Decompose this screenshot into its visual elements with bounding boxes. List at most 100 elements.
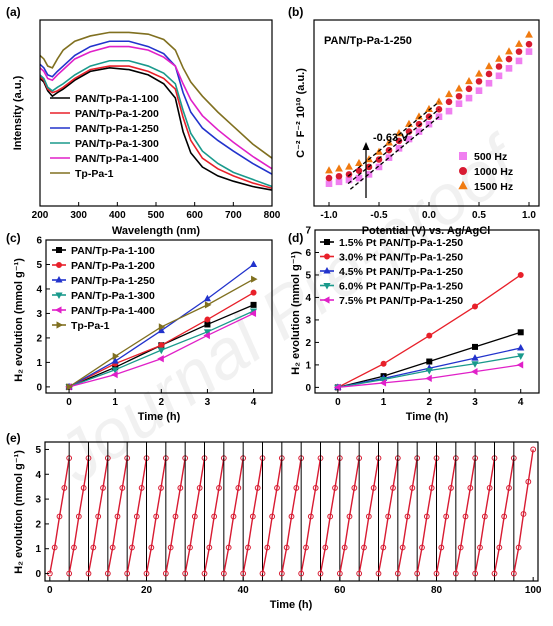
panel-b-ticks: -1.0 -0.5 0.0 0.5 1.0	[320, 202, 536, 221]
panel-e-cycle-line	[474, 458, 496, 574]
panel-e-cycle-line	[319, 458, 341, 574]
panel-d-ytick-label: 2	[305, 338, 311, 349]
panel-e-xtick-label: 40	[238, 585, 250, 596]
panel-b-axes	[313, 19, 540, 207]
panel-c: (c) 0 1 2 3 4 0 1 2 3 4 5 6 Time (h) H₂ evolution (…	[6, 231, 273, 423]
panel-b-fit-line	[347, 101, 440, 177]
panel-e-point	[520, 511, 527, 517]
panel-b-ylabel: C⁻² F⁻² 10¹⁰ (a.u.)	[295, 68, 307, 158]
panel-e-point	[496, 544, 503, 551]
panel-e-point	[346, 513, 353, 520]
panel-c-ytick-label: 2	[36, 333, 42, 344]
panel-e-point	[274, 485, 280, 491]
panel-c-ytick-label: 5	[36, 260, 42, 271]
panel-d: (d) 0 1 2 3 4 0 1 2 3 4 5 6 7 Time (h) H₂ evolution …	[288, 226, 540, 423]
panel-a-legend-label: PAN/Tp-Pa-1-300	[75, 138, 159, 150]
panel-d-legend-marker	[323, 266, 331, 274]
panel-e-point	[481, 513, 488, 520]
panel-e-point	[443, 513, 450, 520]
panel-e-point	[225, 544, 232, 551]
panel-c-point	[250, 301, 257, 308]
panel-b-xtick-label: 0.5	[472, 210, 486, 221]
panel-a-legend-label: PAN/Tp-Pa-1-400	[75, 153, 159, 165]
panel-e-cycle-line	[126, 458, 148, 574]
panel-e-point	[399, 544, 406, 551]
panel-a-legend-label: PAN/Tp-Pa-1-100	[75, 93, 159, 105]
panel-e-point	[423, 513, 430, 520]
panel-e-point	[100, 485, 106, 491]
panel-e-point	[182, 570, 189, 577]
panel-e-cycle-line	[339, 458, 360, 574]
panel-e-cycle-line	[358, 458, 380, 574]
panel-e-point	[133, 513, 140, 520]
panel-b-point	[395, 137, 403, 145]
panel-e-point	[56, 513, 63, 520]
panel-a-xtick-label: 700	[225, 210, 242, 221]
panel-c-legend-label: Tp-Pa-1	[71, 320, 110, 332]
panel-e-ytick-label: 0	[35, 569, 41, 580]
panel-e-point	[375, 570, 382, 577]
panel-b-xtick-label: -1.0	[320, 210, 338, 221]
panel-c-point	[250, 289, 257, 296]
panel-d-ytick-label: 4	[305, 293, 311, 304]
panel-b-xtick-label: -0.5	[370, 210, 388, 221]
panel-e-cycle-line	[184, 458, 206, 574]
panel-e-point	[506, 485, 512, 491]
panel-e-point	[249, 513, 256, 520]
panel-b-legend-marker	[459, 167, 467, 175]
panel-e-cycle-line	[165, 458, 186, 574]
panel-d-point	[517, 329, 524, 336]
panel-e-ytick-label: 3	[35, 495, 41, 506]
panel-b-point	[335, 172, 343, 180]
panel-d-legend-marker	[324, 239, 330, 245]
panel-a-series-line	[40, 59, 272, 188]
panel-d-ticks: 0 1 2 3 4 0 1 2 3 4 5 6 7	[305, 226, 523, 409]
panel-e-xlabel: Time (h)	[270, 599, 313, 611]
panel-e-point	[351, 485, 358, 491]
panel-e-cycle-line	[513, 449, 534, 574]
panel-d-ytick-label: 0	[305, 383, 311, 394]
panel-d-legend-marker	[322, 296, 330, 304]
panel-b-point	[505, 65, 513, 72]
panel-d-xtick-label: 3	[472, 397, 478, 408]
panel-e-point	[104, 570, 111, 577]
panel-e-point	[438, 544, 445, 551]
panel-e-point	[254, 485, 261, 491]
panel-e-point	[510, 570, 517, 577]
panel-b-point	[455, 100, 463, 108]
panel-e-point	[332, 485, 338, 491]
panel-e-xtick-label: 20	[141, 585, 153, 596]
panel-e-point	[322, 544, 329, 551]
panel-e-point	[61, 485, 68, 491]
panel-d-legend-label: 6.0% Pt PAN/Tp-Pa-1-250	[339, 281, 463, 293]
panel-e-point	[220, 570, 227, 577]
panel-b-point	[445, 90, 453, 98]
panel-c-point	[204, 301, 212, 309]
panel-e-point	[259, 570, 266, 577]
panel-c-legend-label: PAN/Tp-Pa-1-300	[71, 290, 155, 302]
panel-a-legend: PAN/Tp-Pa-1-100 PAN/Tp-Pa-1-200 PAN/Tp-Pa-…	[50, 93, 159, 180]
panel-b-point	[455, 92, 463, 100]
panel-b-xtick-label: 0.0	[422, 210, 436, 221]
panel-e-point	[525, 478, 532, 485]
panel-e-point	[66, 570, 73, 577]
panel-c-ytick-label: 6	[36, 236, 42, 247]
panel-c-ytick-label: 0	[36, 382, 42, 393]
panel-c-xtick-label: 4	[251, 397, 257, 408]
panel-e-cycle-line	[416, 458, 438, 574]
panel-c-ticks: 0 1 2 3 4 0 1 2 3 4 5 6	[36, 236, 256, 409]
panel-e-cycle-line	[203, 458, 225, 574]
panel-e-point	[245, 544, 251, 551]
panel-e: (e) 0 20 40 60 80 100 0 1 2 3 4 5 Time (h) H₂ evolu…	[6, 431, 542, 611]
panel-e-point	[211, 513, 218, 520]
panel-b-point	[495, 72, 503, 80]
panel-e-point	[51, 544, 58, 551]
panel-b-point	[515, 48, 523, 55]
panel-e-point	[457, 544, 464, 551]
panel-d-xtick-label: 2	[427, 397, 433, 408]
panel-a-series-line	[40, 67, 272, 191]
panel-e-cycle-line	[261, 458, 283, 574]
panel-a-legend-label: PAN/Tp-Pa-1-200	[75, 108, 159, 120]
panel-e-point	[71, 544, 77, 551]
panel-e-point	[462, 513, 469, 520]
